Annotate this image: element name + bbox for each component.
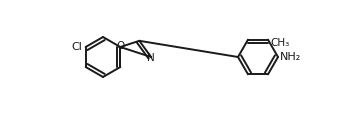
Text: CH₃: CH₃ bbox=[270, 38, 289, 48]
Text: Cl: Cl bbox=[72, 42, 83, 52]
Text: N: N bbox=[147, 53, 155, 63]
Text: NH₂: NH₂ bbox=[280, 52, 301, 62]
Text: O: O bbox=[116, 41, 125, 51]
